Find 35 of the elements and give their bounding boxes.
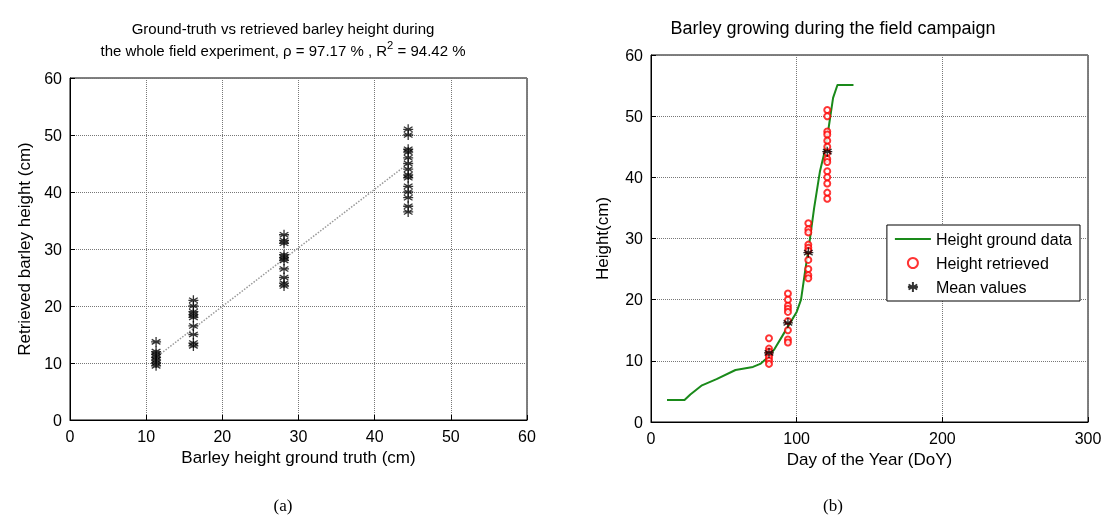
legend-label: Height ground data bbox=[935, 230, 1073, 248]
y-tick-label: 10 bbox=[44, 354, 63, 372]
y-tick-label: 50 bbox=[44, 126, 63, 144]
y-tick-label: 10 bbox=[625, 352, 644, 370]
y-tick-label: 60 bbox=[625, 46, 644, 64]
chart-title: Barley growing during the field campaign bbox=[670, 18, 996, 38]
x-tick-label: 0 bbox=[646, 429, 656, 447]
y-tick-label: 0 bbox=[634, 413, 644, 431]
y-tick-label: 30 bbox=[44, 240, 63, 258]
x-tick-label: 200 bbox=[928, 429, 956, 447]
x-tick-label: 100 bbox=[783, 429, 811, 447]
y-axis-title: Retrieved barley height (cm) bbox=[15, 142, 35, 356]
y-tick-label: 40 bbox=[44, 183, 63, 201]
x-axis-title: Barley height ground truth (cm) bbox=[181, 447, 416, 467]
x-tick-label: 50 bbox=[441, 427, 460, 445]
x-tick-label: 20 bbox=[213, 427, 232, 445]
text: (a) bbox=[273, 496, 293, 515]
x-tick-label: 10 bbox=[137, 427, 156, 445]
x-tick-label: 30 bbox=[289, 427, 308, 445]
y-tick-label: 60 bbox=[44, 69, 63, 87]
text: (b) bbox=[823, 496, 843, 515]
x-tick-label: 40 bbox=[365, 427, 384, 445]
y-tick-label: 50 bbox=[625, 107, 644, 125]
legend-label: Height retrieved bbox=[935, 254, 1049, 272]
y-tick-label: 20 bbox=[625, 291, 644, 309]
y-tick-label: 20 bbox=[44, 297, 63, 315]
legend-label: Mean values bbox=[935, 278, 1027, 296]
x-axis-title: Day of the Year (DoY) bbox=[786, 449, 953, 469]
y-tick-label: 30 bbox=[625, 230, 644, 247]
x-tick-label: 60 bbox=[518, 427, 536, 445]
x-tick-label: 300 bbox=[1074, 429, 1102, 447]
x-tick-label: 0 bbox=[65, 427, 75, 445]
y-tick-label: 0 bbox=[53, 411, 63, 429]
y-axis-title: Height(cm) bbox=[593, 196, 612, 281]
y-tick-label: 40 bbox=[625, 168, 644, 186]
